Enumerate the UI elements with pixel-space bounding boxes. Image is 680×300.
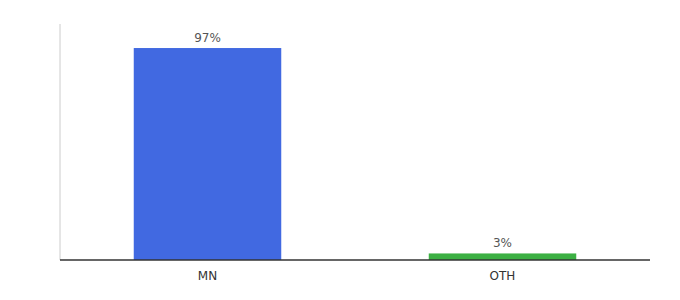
data-label: 97% [194,31,221,45]
x-tick-label: MN [198,269,217,283]
bar [429,253,577,260]
chart-container: MN OTH 97% 3% [0,0,680,300]
bar [134,48,282,260]
data-label: 3% [493,236,512,250]
chart-svg: MN OTH 97% 3% [0,0,680,300]
x-tick-label: OTH [490,269,516,283]
x-axis-line [60,259,650,261]
bars [134,48,577,260]
y-axis-line [60,24,61,260]
